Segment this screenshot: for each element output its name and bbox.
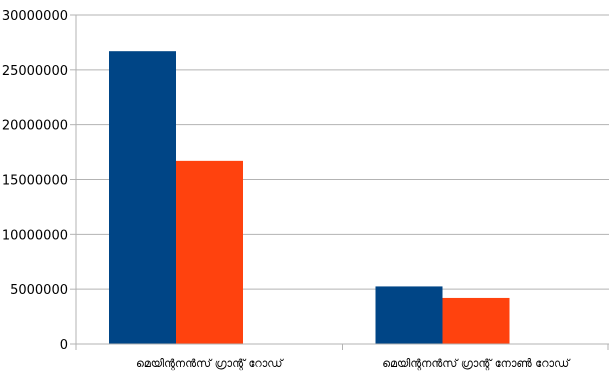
bar-series-2-cat-1	[176, 160, 243, 344]
x-tick-label: മെയിന്റനൻസ് ഗ്രാന്റ് റോഡ്	[136, 357, 284, 371]
y-tick-labels: 0 5000000 10000000 15000000 20000000 25000000…	[2, 9, 68, 353]
bars	[109, 51, 510, 344]
y-tick-label: 15000000	[2, 174, 68, 189]
y-tick-label: 25000000	[2, 64, 68, 79]
bar-series-1-cat-2	[375, 286, 443, 344]
x-tick-labels: മെയിന്റനൻസ് ഗ്രാന്റ് റോഡ് മെയിന്റനൻസ് ഗ്ര…	[136, 357, 571, 371]
y-tick-label: 10000000	[2, 228, 68, 243]
axes	[70, 14, 609, 350]
y-tick-label: 0	[60, 338, 68, 353]
x-tick-label: മെയിന്റനൻസ് ഗ്രാന്റ് നോൺ റോഡ്	[382, 357, 571, 371]
y-tick-label: 30000000	[2, 9, 68, 24]
y-tick-label: 20000000	[2, 119, 68, 134]
y-tick-label: 5000000	[10, 283, 68, 298]
bar-series-1-cat-1	[109, 51, 176, 344]
bar-series-2-cat-2	[442, 297, 510, 344]
